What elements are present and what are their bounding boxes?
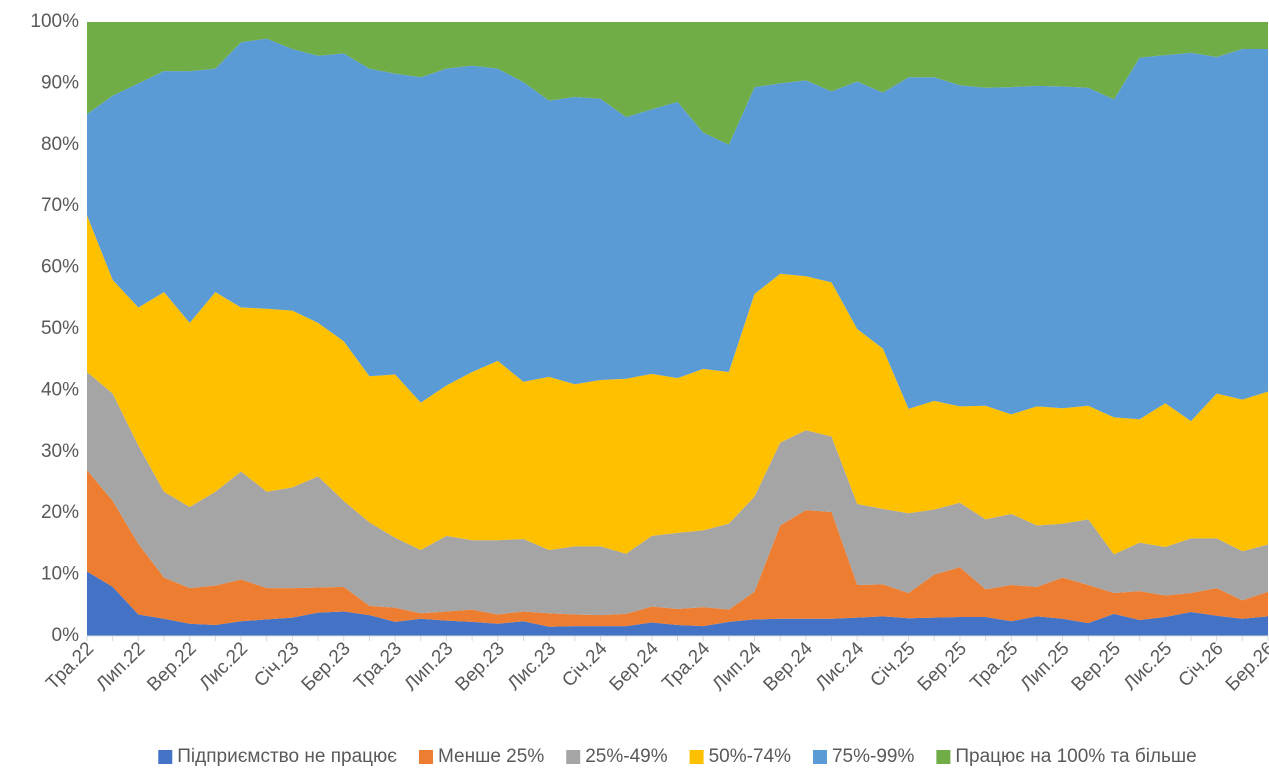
legend-label: Підприємство не працює (177, 746, 397, 767)
y-tick-label: 50% (41, 318, 79, 339)
x-tick-label: Вер.22 (143, 638, 200, 695)
x-tick-label: Лис.24 (812, 638, 869, 695)
x-tick-label: Бер.26 (1222, 638, 1269, 695)
x-tick-label: Січ.23 (250, 638, 303, 691)
area (87, 215, 1268, 555)
legend-label: Працює на 100% та більше (955, 746, 1196, 767)
legend-label: 50%-74% (709, 746, 791, 767)
area (87, 470, 1268, 627)
y-tick-label: 70% (41, 195, 79, 216)
y-tick-label: 30% (41, 441, 79, 462)
x-tick-label: Січ.26 (1175, 638, 1228, 691)
x-tick-label: Вер.23 (451, 638, 508, 695)
x-tick-label: Лип.24 (708, 638, 765, 695)
legend-label: 75%-99% (832, 746, 914, 767)
x-tick-label: Січ.25 (866, 638, 919, 691)
x-tick-label: Вер.25 (1068, 638, 1125, 695)
legend: Підприємство не працює Менше 25% 25%-49% 50… (158, 746, 1197, 767)
x-tick-label: Лис.25 (1120, 638, 1177, 695)
y-tick-label: 20% (41, 502, 79, 523)
x-tick-label: Тра.22 (42, 638, 98, 694)
legend-swatch (158, 750, 173, 764)
y-tick-label: 100% (30, 11, 79, 32)
legend-swatch (418, 750, 433, 764)
x-tick-label: Тра.24 (658, 638, 714, 694)
x-tick-label: Лип.25 (1017, 638, 1074, 695)
area (87, 22, 1268, 145)
legend-swatch (566, 750, 581, 764)
x-tick-label: Бер.24 (606, 638, 664, 696)
x-tick-label: Лис.22 (196, 638, 253, 695)
x-tick-label: Вер.24 (760, 638, 818, 696)
legend-label: Менше 25% (438, 746, 544, 767)
area (87, 38, 1268, 422)
y-tick-label: 40% (41, 379, 79, 400)
x-tick-label: Лис.23 (504, 638, 561, 695)
area (87, 371, 1268, 616)
x-tick-label: Бер.25 (914, 638, 971, 695)
legend-swatch (689, 750, 704, 764)
y-tick-label: 90% (41, 72, 79, 93)
x-tick-label: Бер.23 (298, 638, 355, 695)
y-tick-label: 10% (41, 564, 79, 585)
legend-label: 25%-49% (585, 746, 667, 767)
legend-swatch (936, 750, 951, 764)
x-tick-label: Січ.24 (558, 638, 612, 692)
x-tick-label: Тра.25 (966, 638, 1022, 694)
x-tick-label: Лип.22 (92, 638, 149, 695)
area (87, 571, 1268, 636)
x-tick-label: Тра.23 (350, 638, 406, 694)
x-tick-label: Лип.23 (400, 638, 457, 695)
legend-swatch (812, 750, 827, 764)
y-tick-label: 0% (52, 625, 80, 646)
y-tick-label: 80% (41, 134, 79, 155)
y-tick-label: 60% (41, 257, 79, 278)
